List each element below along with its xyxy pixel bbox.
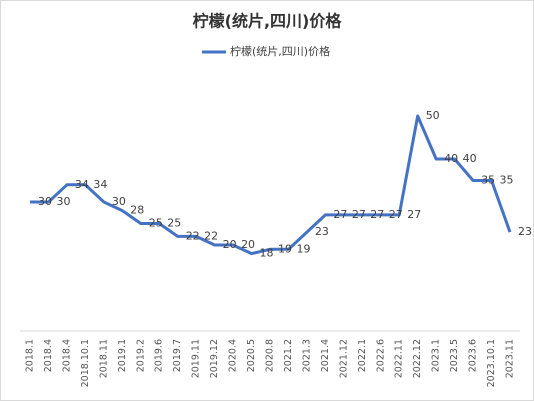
data-label: 23 <box>315 225 329 238</box>
x-tick-label: 2019.1 <box>117 339 128 372</box>
data-label: 30 <box>112 195 126 208</box>
data-label: 30 <box>38 195 52 208</box>
data-label: 25 <box>167 217 181 230</box>
data-label: 40 <box>463 152 477 165</box>
x-tick-label: 2022.1 <box>357 339 368 372</box>
data-label: 19 <box>296 242 310 255</box>
legend-label: 柠檬(统片,四川)价格 <box>230 44 330 58</box>
x-tick-label: 2022.12 <box>412 339 423 378</box>
data-label: 20 <box>223 238 237 251</box>
data-label: 35 <box>500 174 514 187</box>
x-tick-label: 2018.4 <box>43 339 54 372</box>
chart-title: 柠檬(统片,四川)价格 <box>193 12 343 31</box>
x-tick-label: 2019.6 <box>154 339 165 372</box>
x-tick-label: 2023.10.1 <box>486 339 497 387</box>
data-label: 27 <box>352 208 366 221</box>
data-label: 50 <box>426 109 440 122</box>
x-tick-label: 2020.8 <box>265 339 276 372</box>
data-label: 27 <box>333 208 347 221</box>
x-tick-label: 2023.1 <box>431 339 442 372</box>
x-tick-label: 2021.2 <box>283 339 294 372</box>
x-tick-label: 2023.11 <box>505 339 516 378</box>
data-label: 27 <box>407 208 421 221</box>
x-tick-label: 2020.4 <box>228 339 239 372</box>
x-tick-label: 2018.4 <box>61 339 72 372</box>
x-tick-label: 2019.11 <box>191 339 202 378</box>
x-tick-label: 2023.6 <box>468 339 479 372</box>
data-label: 34 <box>93 178 107 191</box>
data-label: 22 <box>186 229 200 242</box>
x-tick-label: 2018.10.1 <box>80 339 91 387</box>
data-label: 20 <box>241 238 255 251</box>
data-label: 25 <box>149 217 163 230</box>
data-label: 18 <box>260 247 274 260</box>
x-tick-label: 2021.12 <box>338 339 349 378</box>
data-label: 40 <box>444 152 458 165</box>
x-tick-label: 2018.11 <box>98 339 109 378</box>
data-label: 23 <box>518 225 532 238</box>
x-tick-label: 2019.7 <box>172 339 183 372</box>
data-label: 27 <box>370 208 384 221</box>
line <box>30 114 512 256</box>
x-tick-label: 2019.12 <box>209 339 220 378</box>
data-label: 19 <box>278 242 292 255</box>
x-tick-label: 2022.6 <box>375 339 386 372</box>
data-label: 35 <box>481 174 495 187</box>
data-label: 30 <box>56 195 70 208</box>
x-tick-label: 2019.2 <box>135 339 146 372</box>
data-label: 34 <box>75 178 89 191</box>
x-tick-label: 2023.5 <box>449 339 460 372</box>
x-tick-label: 2022.11 <box>394 339 405 378</box>
x-tick-label: 2018.1 <box>25 339 36 372</box>
data-label: 27 <box>389 208 403 221</box>
x-tick-label: 2021.4 <box>320 339 331 372</box>
data-label: 22 <box>204 229 218 242</box>
x-tick-label: 2020.5 <box>246 339 257 372</box>
data-label: 28 <box>130 204 144 217</box>
x-tick-label: 2021.3 <box>301 339 312 372</box>
